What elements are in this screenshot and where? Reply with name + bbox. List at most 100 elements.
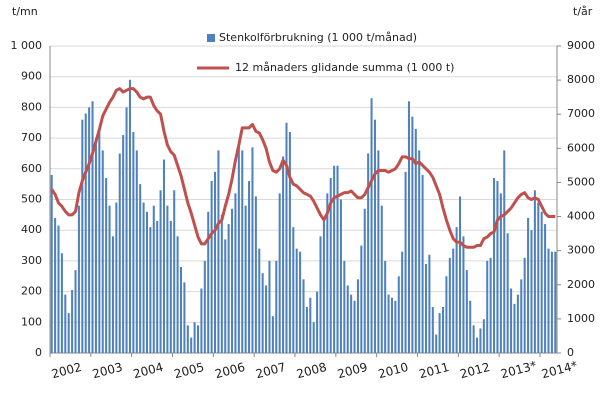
bar (217, 150, 220, 353)
bar (465, 270, 468, 353)
bar (544, 224, 547, 353)
y-tick-label: 700 (21, 131, 42, 144)
bar (231, 208, 234, 353)
x-tick-label: 2010 (377, 360, 410, 381)
bar (81, 119, 84, 354)
y2-tick-label: 5000 (567, 175, 595, 188)
bar (448, 257, 451, 353)
bar (101, 150, 104, 353)
bar (67, 313, 70, 353)
bar (302, 279, 305, 353)
bar (88, 107, 91, 354)
y2-tick-label: 8000 (567, 73, 595, 86)
bar (145, 211, 148, 353)
bar (499, 193, 502, 353)
bar (203, 260, 206, 353)
bar (200, 288, 203, 353)
bar (254, 196, 257, 353)
x-tick-label: 2014* (540, 358, 579, 381)
bar (476, 337, 479, 353)
bar (527, 217, 530, 353)
bar (418, 150, 421, 353)
x-tick-label: 2006 (213, 360, 246, 381)
bar (309, 297, 312, 353)
bar (183, 282, 186, 353)
bar (74, 270, 77, 353)
bar (214, 171, 217, 353)
bar (94, 138, 97, 353)
bar (64, 294, 67, 353)
bar (244, 205, 247, 353)
x-tick-label: 2003 (91, 360, 124, 381)
bar (278, 193, 281, 353)
bar (326, 193, 329, 353)
bar (554, 251, 557, 353)
bar (493, 178, 496, 353)
y2-tick-label: 9000 (567, 39, 595, 52)
bar (370, 98, 373, 353)
y2-tick-label: 1000 (567, 312, 595, 325)
bar (455, 227, 458, 353)
bar (373, 119, 376, 354)
bar (411, 116, 414, 353)
bar (234, 193, 237, 353)
x-tick-label: 2013* (499, 358, 538, 381)
bar (207, 211, 210, 353)
bar (390, 297, 393, 353)
bar (350, 294, 353, 353)
bar (179, 267, 183, 353)
y-tick-label: 300 (21, 254, 42, 267)
bar (333, 165, 336, 353)
bar (162, 159, 166, 353)
bar (77, 205, 80, 353)
bar (547, 248, 550, 353)
bar (339, 199, 342, 353)
y2-tick-label: 0 (567, 346, 574, 359)
bar (288, 131, 291, 353)
bar (305, 306, 308, 353)
bar (268, 260, 271, 353)
y-tick-label: 500 (21, 193, 42, 206)
bar (210, 181, 213, 353)
bar (125, 107, 128, 354)
bar (479, 328, 482, 353)
bar (282, 156, 285, 353)
bar (346, 285, 349, 353)
bar (489, 257, 492, 353)
bar (139, 184, 142, 353)
bar (108, 205, 111, 353)
bar (424, 263, 428, 353)
bar (407, 101, 411, 353)
bar (295, 248, 298, 353)
bar (316, 291, 319, 353)
bar (486, 260, 489, 353)
bar (186, 325, 189, 353)
bar (452, 248, 455, 353)
bar (503, 150, 506, 353)
bar (135, 150, 138, 353)
bar (329, 178, 332, 353)
bar (367, 153, 370, 353)
y2-axis-title: t/år (573, 5, 593, 18)
y2-tick-label: 7000 (567, 107, 595, 120)
bar (54, 217, 57, 353)
bar (513, 303, 516, 353)
bar (459, 196, 462, 353)
y-tick-label: 600 (21, 162, 42, 175)
x-tick-label: 2004 (132, 360, 165, 381)
x-tick-label: 2005 (173, 360, 206, 381)
bar (84, 113, 87, 353)
bar (397, 276, 400, 353)
bar (196, 325, 200, 353)
x-tick-label: 2002 (50, 360, 83, 381)
y-tick-label: 800 (21, 100, 42, 113)
bar (319, 236, 322, 353)
bar (115, 202, 118, 353)
bar (156, 220, 159, 353)
bar (537, 202, 540, 353)
bar (152, 205, 155, 353)
bar (261, 273, 264, 353)
bar (159, 190, 162, 353)
bar (118, 153, 121, 353)
